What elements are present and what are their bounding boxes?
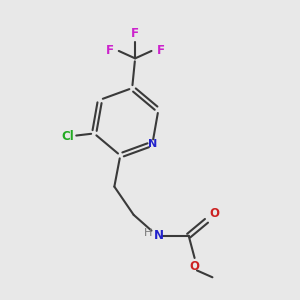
Text: N: N [154,229,164,242]
Text: F: F [156,44,164,57]
Text: O: O [209,207,219,220]
Text: F: F [131,27,139,40]
Text: F: F [106,44,114,57]
Text: Cl: Cl [61,130,74,143]
Text: O: O [190,260,200,273]
Text: H: H [144,228,153,238]
Text: N: N [148,139,157,149]
